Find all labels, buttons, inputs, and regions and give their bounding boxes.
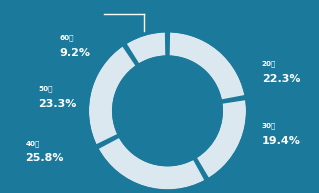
Text: 60代: 60代	[60, 35, 74, 41]
Text: 9.2%: 9.2%	[60, 48, 91, 58]
Text: 50代: 50代	[38, 86, 53, 92]
Text: 23.3%: 23.3%	[38, 99, 77, 109]
Wedge shape	[168, 31, 246, 101]
Text: 30代: 30代	[262, 122, 276, 129]
Wedge shape	[125, 31, 167, 65]
Text: 19.4%: 19.4%	[262, 136, 300, 146]
Circle shape	[114, 57, 221, 164]
Wedge shape	[195, 99, 247, 179]
Text: 25.8%: 25.8%	[26, 153, 64, 163]
Wedge shape	[97, 136, 206, 191]
Text: 40代: 40代	[26, 140, 40, 146]
Text: 20代: 20代	[262, 60, 276, 67]
Text: 22.3%: 22.3%	[262, 74, 300, 84]
Wedge shape	[88, 45, 137, 146]
